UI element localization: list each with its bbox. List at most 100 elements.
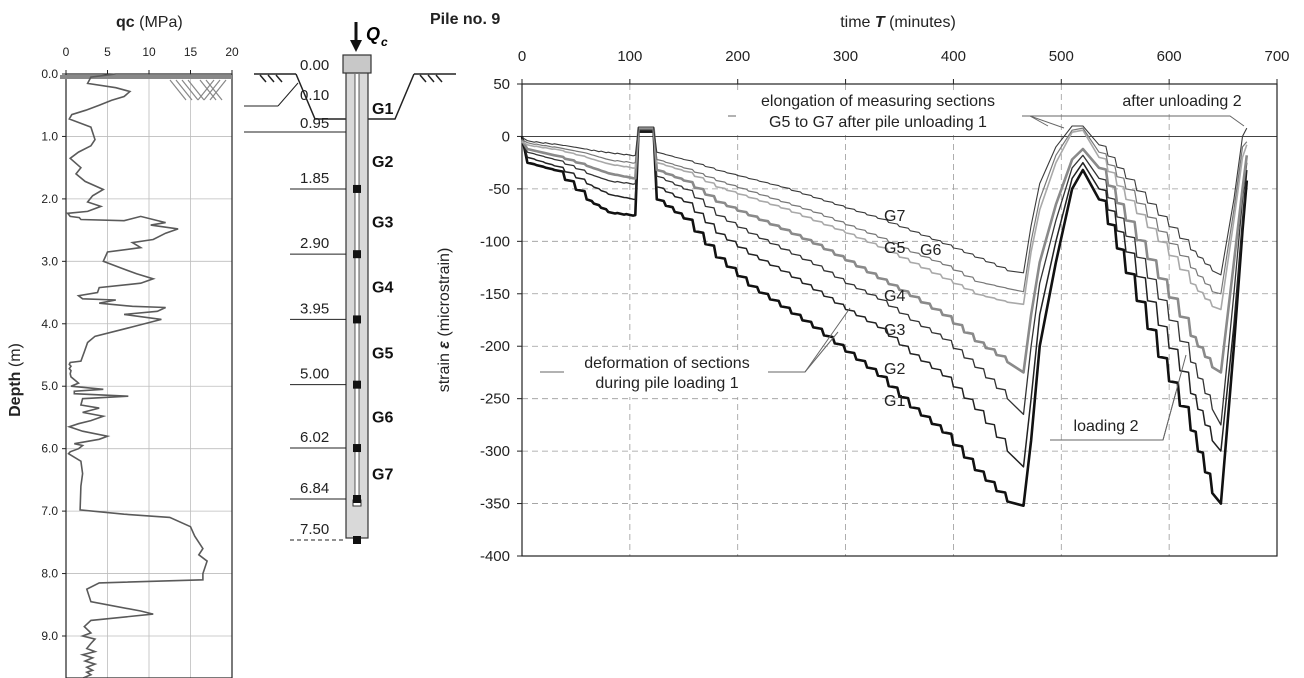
depth-mark-label: 0.00 [300, 57, 329, 74]
series-line-g4 [520, 126, 1249, 374]
series-label-g1: G1 [884, 393, 905, 410]
series-line-g2 [521, 131, 1248, 468]
series-line-g5 [521, 127, 1248, 311]
load-arrow-icon [350, 22, 362, 52]
depth-mark-label: 3.95 [300, 300, 329, 317]
deformation-note-line1: deformation of sections [584, 355, 749, 372]
cpt-x-tick-label: 0 [63, 45, 70, 59]
deformation-leader-2 [804, 331, 839, 373]
series-label-g5: G5 [884, 240, 905, 257]
loading2-leader-2 [1162, 391, 1177, 441]
cpt-y-tick-label: 9.0 [41, 629, 58, 643]
series-label-g3: G3 [884, 322, 905, 339]
strain-x-tick-label: 400 [941, 48, 966, 65]
strain-y-tick-label: -200 [480, 338, 510, 355]
y-label-unit: (microstrain) [436, 248, 453, 341]
depth-mark-label: 1.85 [300, 170, 329, 187]
strain-y-tick-label: -100 [480, 233, 510, 250]
strain-x-tick-label: 200 [725, 48, 750, 65]
strain-x-tick-label: 600 [1157, 48, 1182, 65]
elongation-leader-2 [1029, 115, 1049, 127]
load-symbol: Q [366, 24, 380, 44]
cpt-ylabel-bold: Depth [7, 372, 24, 417]
series-label-g7: G7 [884, 208, 905, 225]
series-labels: G1 G2 G3 G4 G5 G6 G7 [884, 208, 941, 410]
ground-surface [254, 73, 456, 120]
strain-gauge-marker [353, 250, 361, 259]
depth-mark-label: 2.90 [300, 235, 329, 252]
strain-y-tick-label: -350 [480, 496, 510, 513]
elongation-note-line2: G5 to G7 after pile unloading 1 [769, 114, 987, 131]
cpt-y-tick-label: 4.0 [41, 317, 58, 331]
depth-mark-leader [277, 82, 299, 107]
soil-hatch-icon [169, 79, 227, 101]
series-label-g2: G2 [884, 361, 905, 378]
strain-gauge-marker [353, 536, 361, 544]
depth-mark-label: 6.84 [300, 480, 329, 497]
elongation-note-line1: elongation of measuring sections [761, 93, 995, 110]
strain-x-tick-label: 300 [833, 48, 858, 65]
strain-x-tick-label: 0 [518, 48, 526, 65]
strain-panel: time T (minutes) strain ε (microstrain) … [436, 14, 1290, 565]
section-label-g7: G7 [372, 467, 393, 484]
cpt-x-tick-label: 15 [184, 45, 198, 59]
x-label-symbol: T [875, 14, 886, 31]
cpt-title-text: (MPa) [135, 14, 183, 31]
section-label-g5: G5 [372, 345, 393, 362]
pile-head [342, 54, 372, 74]
depth-mark-label: 7.50 [300, 521, 329, 538]
strain-plot-frame [521, 83, 1278, 557]
x-label-unit: (minutes) [885, 14, 956, 31]
cpt-x-tick-label: 10 [142, 45, 156, 59]
deformation-note-line2: during pile loading 1 [595, 375, 738, 392]
strain-y-tick-label: -300 [480, 443, 510, 460]
strain-x-tick-label: 500 [1049, 48, 1074, 65]
pile-title: Pile no. 9 [430, 11, 500, 28]
strain-x-tick-label: 100 [617, 48, 642, 65]
loading2-bg [1062, 416, 1150, 438]
cpt-ylabel-unit: (m) [7, 343, 24, 371]
cpt-x-tick-label: 20 [225, 45, 239, 59]
strain-y-tick-label: -250 [480, 391, 510, 408]
cpt-y-axis-label: Depth (m) [7, 343, 24, 417]
annotation-texts: elongation of measuring sections G5 to G… [564, 91, 1254, 438]
cpt-title: qc (MPa) [116, 14, 183, 31]
depth-mark-label: 0.10 [300, 87, 329, 104]
y-label-prefix: strain [436, 349, 453, 393]
series-line-g3 [521, 129, 1248, 426]
section-label-g3: G3 [372, 214, 393, 231]
series-line-g6 [521, 127, 1248, 295]
strain-y-tick-label: 0 [502, 128, 510, 145]
load-label: Q c [366, 24, 388, 49]
load-subscript: c [381, 35, 388, 49]
cpt-tick-labels: 0 5 10 15 20 0.0 1.0 2.0 3.0 4.0 5.0 6.0 7.0 8.0 9.0 [41, 45, 239, 643]
depth-mark-label: 0.95 [300, 115, 329, 132]
section-label-g6: G6 [372, 409, 393, 426]
elongation-bg [736, 91, 1022, 135]
qc-profile-line [66, 73, 209, 678]
pile-depth-marks: 0.00 0.10 0.95 1.85 2.90 3.95 5.00 6.02 6.84 7.50 [244, 57, 361, 544]
section-label-g2: G2 [372, 154, 393, 171]
cpt-y-tick-label: 3.0 [41, 254, 58, 268]
after-unloading-note: after unloading 2 [1122, 93, 1241, 110]
strain-y-axis-label: strain ε (microstrain) [436, 248, 453, 393]
cpt-y-tick-label: 6.0 [41, 442, 58, 456]
cpt-y-tick-label: 0.0 [41, 67, 58, 81]
cpt-y-tick-label: 8.0 [41, 567, 58, 581]
cpt-y-tick-label: 7.0 [41, 504, 58, 518]
series-label-g6: G6 [920, 242, 941, 259]
strain-y-tick-label: -400 [480, 548, 510, 565]
pile-panel: Pile no. 9 Q c 0.00 0.10 0.95 1.85 2.90 3.95 5… [244, 11, 500, 544]
unloading-bg [1110, 91, 1254, 113]
strain-y-tick-label: 50 [493, 76, 510, 93]
strain-tick-labels: 0 100 200 300 400 500 600 700500-50-100-150-200… [480, 48, 1290, 565]
cpt-y-tick-label: 1.0 [41, 129, 58, 143]
pile-gauge-labels: G1 G2 G3 G4 G5 G6 G7 [372, 101, 393, 483]
depth-mark-label: 5.00 [300, 366, 329, 383]
depth-mark-label: 6.02 [300, 429, 329, 446]
strain-x-tick-label: 700 [1264, 48, 1289, 65]
loading2-note: loading 2 [1074, 418, 1139, 435]
cpt-plot-frame [65, 73, 233, 678]
series-line-g7 [521, 125, 1248, 276]
strain-gauge-marker [353, 380, 361, 389]
